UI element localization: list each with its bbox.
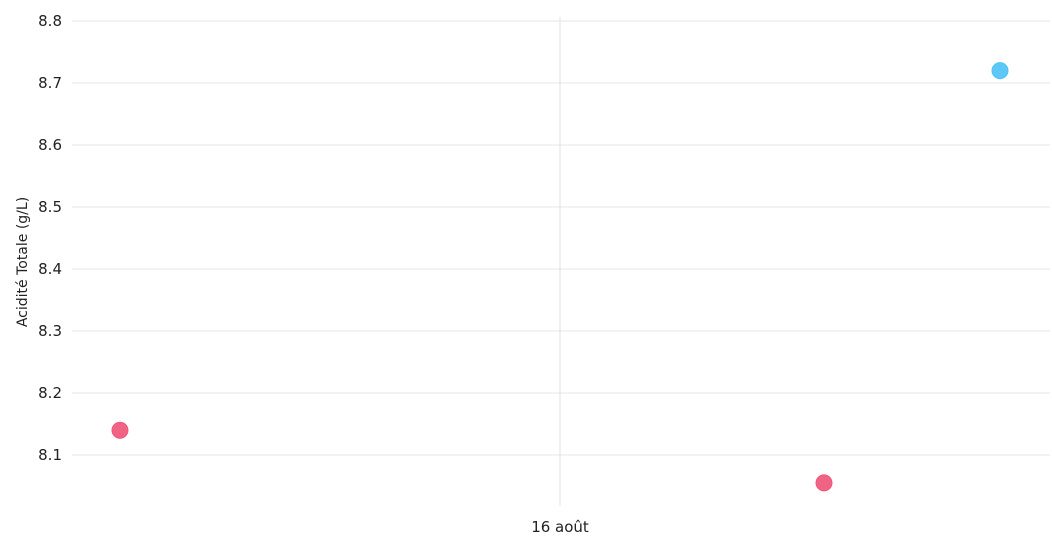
y-tick-label: 8.5 xyxy=(38,198,62,216)
y-axis-ticks: 8.1 8.2 8.3 8.4 8.5 8.6 8.7 8.8 xyxy=(38,12,62,464)
data-point[interactable] xyxy=(111,421,129,439)
x-tick-label: 16 août xyxy=(531,518,589,536)
y-tick-label: 8.3 xyxy=(38,322,62,340)
y-tick-label: 8.8 xyxy=(38,12,62,30)
y-tick-label: 8.6 xyxy=(38,136,62,154)
grid-lines xyxy=(72,17,1050,506)
y-axis-label: Acidité Totale (g/L) xyxy=(15,197,31,327)
y-tick-label: 8.2 xyxy=(38,384,62,402)
data-points xyxy=(111,62,1009,492)
y-tick-label: 8.1 xyxy=(38,446,62,464)
y-tick-label: 8.4 xyxy=(38,260,62,278)
data-point[interactable] xyxy=(991,62,1009,80)
data-point[interactable] xyxy=(815,474,833,492)
y-tick-label: 8.7 xyxy=(38,74,62,92)
x-axis-ticks: 16 août xyxy=(531,518,589,536)
